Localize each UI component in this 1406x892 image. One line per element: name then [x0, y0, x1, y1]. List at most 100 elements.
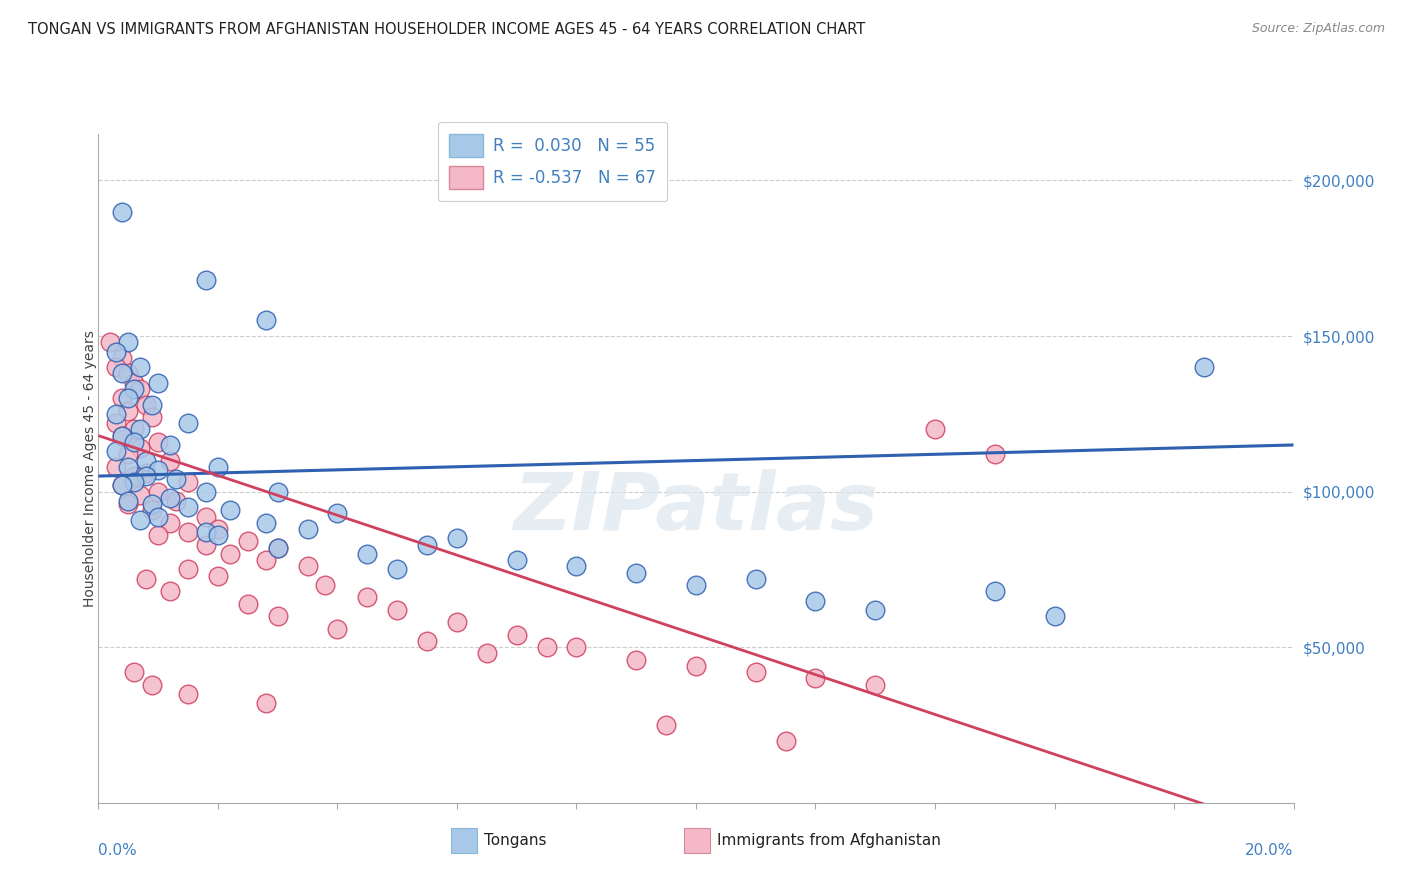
- Point: [148, 376, 170, 390]
- Point: [177, 525, 200, 540]
- Point: [506, 628, 529, 642]
- Point: [148, 463, 170, 477]
- Point: [356, 547, 378, 561]
- Point: [236, 534, 259, 549]
- Point: [117, 367, 139, 381]
- Point: [124, 376, 146, 390]
- Point: [267, 484, 290, 499]
- Point: [326, 507, 349, 521]
- Point: [148, 528, 170, 542]
- Point: [129, 513, 152, 527]
- Point: [416, 634, 439, 648]
- Point: [195, 484, 218, 499]
- Point: [195, 509, 218, 524]
- Point: [1043, 609, 1066, 624]
- Point: [135, 572, 157, 586]
- Point: [124, 475, 146, 490]
- Point: [565, 640, 588, 655]
- Y-axis label: Householder Income Ages 45 - 64 years: Householder Income Ages 45 - 64 years: [83, 330, 97, 607]
- Point: [195, 273, 218, 287]
- Bar: [451, 828, 477, 853]
- Point: [141, 503, 163, 517]
- Point: [165, 494, 187, 508]
- Point: [124, 665, 146, 679]
- Point: [177, 416, 200, 430]
- Point: [141, 409, 163, 424]
- Point: [863, 677, 887, 691]
- Point: [685, 578, 707, 592]
- Point: [105, 459, 128, 474]
- Point: [446, 531, 468, 545]
- Point: [111, 367, 134, 381]
- Point: [1192, 360, 1215, 375]
- Point: [148, 509, 170, 524]
- Point: [685, 659, 707, 673]
- Point: [129, 382, 152, 396]
- Point: [655, 718, 678, 732]
- Point: [297, 559, 319, 574]
- Text: ZIPatlas: ZIPatlas: [513, 469, 879, 548]
- Point: [924, 422, 946, 436]
- Point: [129, 488, 152, 502]
- Point: [207, 522, 229, 536]
- Point: [219, 547, 242, 561]
- Point: [314, 578, 337, 592]
- Point: [177, 475, 200, 490]
- Point: [254, 553, 277, 567]
- Point: [135, 469, 157, 483]
- Point: [129, 360, 152, 375]
- Point: [141, 397, 163, 411]
- Point: [267, 609, 290, 624]
- Point: [111, 428, 134, 442]
- Point: [207, 528, 229, 542]
- Legend: R =  0.030   N = 55, R = -0.537   N = 67: R = 0.030 N = 55, R = -0.537 N = 67: [437, 122, 668, 201]
- Point: [124, 422, 146, 436]
- Point: [165, 472, 187, 486]
- Point: [111, 478, 134, 492]
- Point: [177, 500, 200, 515]
- Point: [111, 351, 134, 365]
- Point: [475, 647, 498, 661]
- Point: [565, 559, 588, 574]
- Point: [207, 459, 229, 474]
- Text: 20.0%: 20.0%: [1246, 843, 1294, 858]
- Point: [148, 434, 170, 449]
- Point: [177, 562, 200, 576]
- Point: [356, 591, 378, 605]
- Point: [254, 313, 277, 327]
- Point: [159, 584, 181, 599]
- Point: [984, 447, 1007, 461]
- Point: [105, 416, 128, 430]
- Point: [159, 516, 181, 530]
- Point: [129, 441, 152, 455]
- Point: [745, 572, 768, 586]
- Text: Tongans: Tongans: [485, 833, 547, 848]
- Point: [775, 733, 797, 747]
- Point: [416, 537, 439, 551]
- Point: [124, 382, 146, 396]
- Point: [117, 447, 139, 461]
- Point: [195, 537, 218, 551]
- Point: [124, 434, 146, 449]
- Point: [254, 696, 277, 710]
- Bar: [685, 828, 710, 853]
- Point: [100, 335, 122, 350]
- Point: [111, 478, 134, 492]
- Point: [117, 494, 139, 508]
- Point: [117, 335, 139, 350]
- Point: [117, 497, 139, 511]
- Point: [105, 360, 128, 375]
- Point: [984, 584, 1007, 599]
- Point: [129, 422, 152, 436]
- Point: [626, 653, 648, 667]
- Point: [105, 444, 128, 458]
- Text: TONGAN VS IMMIGRANTS FROM AFGHANISTAN HOUSEHOLDER INCOME AGES 45 - 64 YEARS CORR: TONGAN VS IMMIGRANTS FROM AFGHANISTAN HO…: [28, 22, 865, 37]
- Text: Source: ZipAtlas.com: Source: ZipAtlas.com: [1251, 22, 1385, 36]
- Point: [141, 497, 163, 511]
- Point: [267, 541, 290, 555]
- Point: [135, 453, 157, 467]
- Point: [219, 503, 242, 517]
- Point: [385, 562, 409, 576]
- Point: [124, 469, 146, 483]
- Point: [117, 403, 139, 417]
